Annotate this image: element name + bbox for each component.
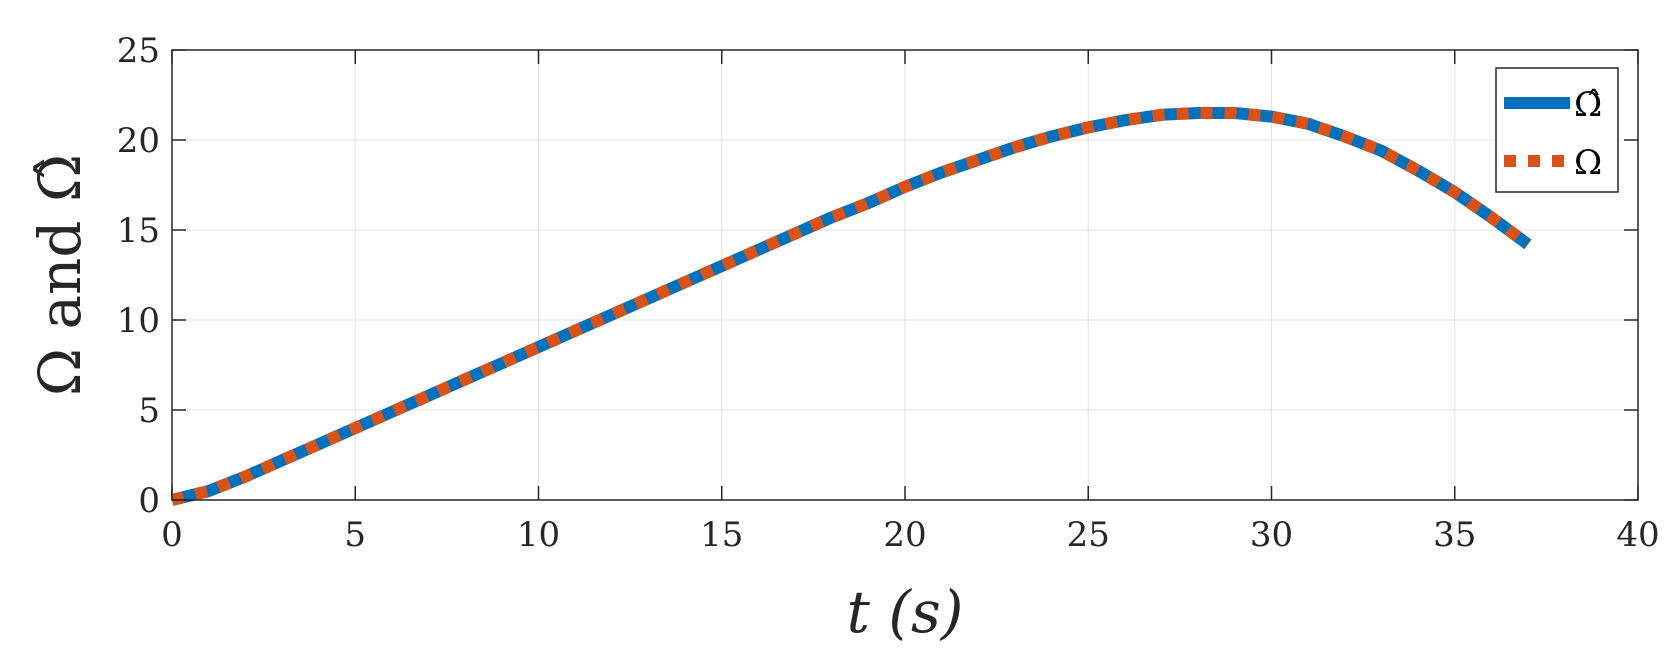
y-tick-label: 25 [117, 31, 160, 71]
y-axis-title: Ω and Ω̂ [26, 154, 94, 396]
legend: Ω̂ Ω [1495, 67, 1619, 193]
x-tick-label: 40 [1616, 515, 1659, 555]
y-tick-label: 10 [117, 301, 160, 341]
x-tick-label: 0 [161, 515, 183, 555]
x-axis-title: t (s) [847, 578, 964, 646]
x-tick-label: 15 [700, 515, 743, 555]
y-tick-label: 5 [138, 391, 160, 431]
legend-label-omega: Ω [1574, 143, 1602, 183]
legend-box [1495, 67, 1619, 193]
y-tick-label: 15 [117, 211, 160, 251]
x-tick-label: 35 [1433, 515, 1476, 555]
x-tick-label: 20 [883, 515, 926, 555]
y-tick-label: 20 [117, 121, 160, 161]
y-tick-label: 0 [138, 481, 160, 521]
x-tick-label: 10 [517, 515, 560, 555]
ticks [171, 49, 1639, 501]
legend-label-omega-hat: Ω̂ [1574, 85, 1602, 125]
x-tick-label: 25 [1067, 515, 1110, 555]
x-tick-label: 5 [344, 515, 366, 555]
series-group [170, 107, 1532, 506]
y-tick-labels: 0 5 10 15 20 25 [117, 31, 160, 521]
x-tick-labels: 0 5 10 15 20 25 30 35 40 [161, 515, 1659, 555]
series-line-1 [170, 107, 1532, 506]
x-tick-label: 30 [1250, 515, 1293, 555]
